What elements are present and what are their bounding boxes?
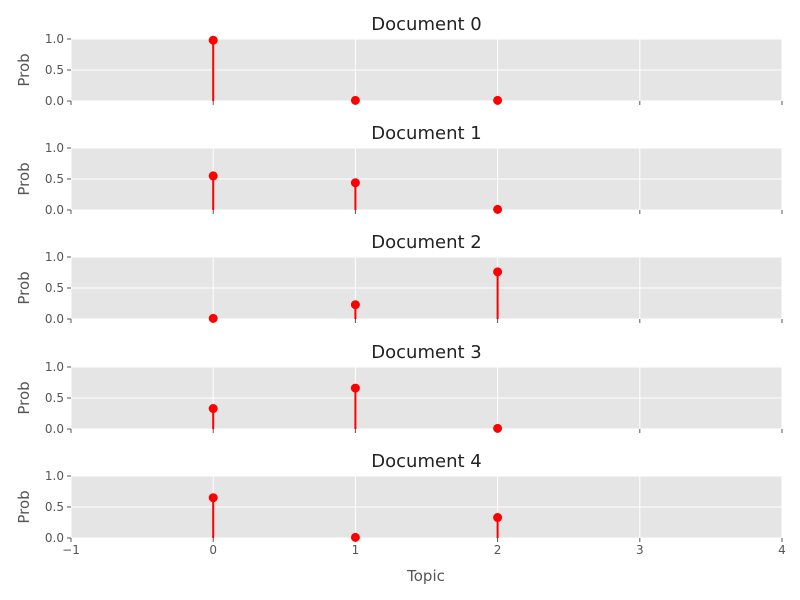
stem-marker-3-0	[208, 404, 218, 414]
y-axis-label-0: Prob	[15, 53, 33, 86]
stem-marker-2-2	[493, 267, 503, 277]
stem-marker-0-0	[208, 35, 218, 45]
stem-marker-2-1	[350, 300, 360, 310]
y-tick-label-3-1: 0.5	[45, 391, 64, 405]
y-tick-label-1-2: 1.0	[45, 141, 64, 155]
y-tick-label-3-2: 1.0	[45, 360, 64, 374]
x-tick-label-0: −1	[62, 543, 80, 557]
y-axis-label-4: Prob	[15, 490, 33, 523]
y-tick-label-4-1: 0.5	[45, 500, 64, 514]
x-tick-label-1: 0	[209, 543, 217, 557]
subplot-title-3: Document 3	[371, 342, 481, 363]
stem-marker-4-0	[208, 493, 218, 503]
y-axis-label-1: Prob	[15, 162, 33, 195]
x-tick-label-4: 3	[636, 543, 644, 557]
y-tick-label-1-0: 0.0	[45, 203, 64, 217]
y-tick-label-4-2: 1.0	[45, 469, 64, 483]
y-tick-label-2-1: 0.5	[45, 281, 64, 295]
y-tick-label-2-0: 0.0	[45, 312, 64, 326]
subplot-title-0: Document 0	[371, 14, 481, 35]
y-tick-label-2-2: 1.0	[45, 250, 64, 264]
y-tick-label-0-0: 0.0	[45, 94, 64, 108]
subplot-title-2: Document 2	[371, 232, 481, 253]
y-tick-label-0-2: 1.0	[45, 32, 64, 46]
stem-marker-2-0	[208, 313, 218, 323]
stem-marker-1-0	[208, 171, 218, 181]
stem-marker-3-2	[493, 423, 503, 433]
stem-marker-0-2	[493, 95, 503, 105]
subplot-title-4: Document 4	[371, 451, 481, 472]
y-tick-label-0-1: 0.5	[45, 63, 64, 77]
x-tick-label-5: 4	[778, 543, 786, 557]
stem-marker-1-2	[493, 204, 503, 214]
x-tick-label-3: 2	[494, 543, 502, 557]
stem-marker-0-1	[350, 95, 360, 105]
stem-marker-1-1	[350, 178, 360, 188]
x-tick-label-2: 1	[352, 543, 360, 557]
stem-marker-4-2	[493, 513, 503, 523]
y-axis-label-3: Prob	[15, 381, 33, 414]
y-tick-label-4-0: 0.0	[45, 531, 64, 545]
y-tick-label-1-1: 0.5	[45, 172, 64, 186]
stem-marker-3-1	[350, 383, 360, 393]
subplot-title-1: Document 1	[371, 123, 481, 144]
y-axis-label-2: Prob	[15, 271, 33, 304]
x-axis-label: Topic	[406, 567, 445, 585]
stem-marker-4-1	[350, 532, 360, 542]
y-tick-label-3-0: 0.0	[45, 422, 64, 436]
